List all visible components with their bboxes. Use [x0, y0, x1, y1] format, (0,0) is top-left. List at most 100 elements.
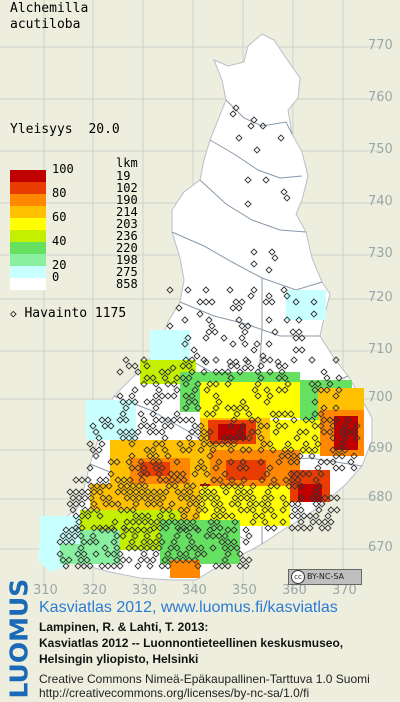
observation-marker — [302, 428, 310, 436]
observation-marker — [245, 446, 253, 454]
observation-marker — [156, 476, 164, 484]
observation-marker — [168, 512, 176, 520]
observation-marker — [167, 422, 175, 430]
observation-marker — [164, 392, 172, 400]
observation-marker — [318, 500, 326, 508]
observation-marker — [210, 488, 218, 496]
observation-marker — [230, 416, 238, 424]
observation-marker — [111, 518, 119, 526]
observation-marker — [62, 538, 70, 546]
observation-marker — [283, 194, 291, 202]
y-tick-label: 670 — [368, 540, 393, 555]
observation-marker — [147, 518, 155, 526]
observation-marker — [143, 556, 151, 564]
observation-marker — [74, 550, 82, 558]
observation-marker — [317, 470, 325, 478]
observation-marker — [84, 476, 92, 484]
observation-marker — [193, 352, 201, 360]
observation-marker — [310, 298, 318, 306]
observation-marker — [284, 440, 292, 448]
observation-marker — [230, 526, 238, 534]
observation-marker — [101, 422, 109, 430]
observation-marker — [138, 512, 146, 520]
observation-marker — [244, 358, 252, 366]
observation-marker — [300, 524, 308, 532]
observation-marker — [161, 374, 169, 382]
observation-marker — [191, 556, 199, 564]
observation-marker — [195, 506, 203, 514]
observation-marker — [173, 410, 181, 418]
observation-marker — [161, 446, 169, 454]
license-url[interactable]: http://creativecommons.org/licenses/by-n… — [39, 686, 310, 700]
observation-marker — [197, 544, 205, 552]
observation-marker — [221, 532, 229, 540]
observation-marker — [125, 398, 133, 406]
observation-marker — [258, 476, 266, 484]
observation-marker — [218, 440, 226, 448]
observation-marker — [228, 476, 236, 484]
y-tick-label: 720 — [368, 290, 393, 305]
citation-place: Helsingin yliopisto, Helsinki — [39, 652, 199, 666]
legend-percent: 100 — [52, 162, 74, 176]
observation-marker — [175, 304, 183, 312]
observation-marker — [326, 380, 334, 388]
observation-marker — [143, 362, 151, 370]
observation-marker — [269, 446, 277, 454]
observation-marker — [164, 452, 172, 460]
observation-marker — [117, 482, 125, 490]
observation-marker — [149, 398, 157, 406]
atlas-title-link[interactable]: Kasviatlas 2012, www.luomus.fi/kasviatla… — [39, 599, 338, 616]
observation-marker — [150, 488, 158, 496]
observation-marker — [338, 452, 346, 460]
observation-marker — [170, 416, 178, 424]
observation-marker — [281, 410, 289, 418]
cc-license-badge[interactable]: cc BY-NC-SA — [288, 569, 362, 585]
observation-marker — [87, 506, 95, 514]
observation-marker — [242, 562, 250, 570]
observation-marker — [188, 368, 196, 376]
observation-marker — [93, 506, 101, 514]
observation-marker — [312, 500, 320, 508]
observation-marker — [287, 458, 295, 466]
observation-marker — [77, 544, 85, 552]
observation-marker — [132, 500, 140, 508]
observation-marker — [189, 518, 197, 526]
observation-marker — [253, 340, 261, 348]
observation-marker — [246, 488, 254, 496]
observation-marker — [152, 464, 160, 472]
observation-marker — [218, 538, 226, 546]
observation-marker — [146, 526, 154, 534]
observation-marker — [180, 476, 188, 484]
observation-marker — [131, 398, 139, 406]
observation-marker — [266, 464, 274, 472]
luomus-logo-text: LUOMUS — [4, 578, 34, 699]
legend-count: 19 — [116, 169, 131, 183]
observation-marker — [143, 398, 151, 406]
observation-marker — [292, 346, 300, 354]
observation-marker — [129, 482, 137, 490]
observation-marker — [182, 380, 190, 388]
observation-marker — [179, 470, 187, 478]
observation-marker — [221, 470, 229, 478]
observation-marker — [236, 464, 244, 472]
observation-marker — [191, 386, 199, 394]
observation-marker — [197, 458, 205, 466]
observation-marker — [132, 488, 140, 496]
observation-marker — [344, 428, 352, 436]
observation-marker — [92, 538, 100, 546]
observation-marker — [293, 458, 301, 466]
observation-marker — [311, 398, 319, 406]
observation-marker — [291, 482, 299, 490]
observation-marker — [177, 494, 185, 502]
observation-marker — [263, 398, 271, 406]
observation-marker — [110, 538, 118, 546]
observation-marker — [290, 356, 298, 364]
observation-marker — [96, 488, 104, 496]
observation-marker — [267, 482, 275, 490]
observation-marker — [158, 416, 166, 424]
observation-marker — [311, 434, 319, 442]
observation-marker — [216, 524, 224, 532]
observation-marker — [224, 550, 232, 558]
observation-marker — [288, 500, 296, 508]
observation-marker — [236, 562, 244, 570]
